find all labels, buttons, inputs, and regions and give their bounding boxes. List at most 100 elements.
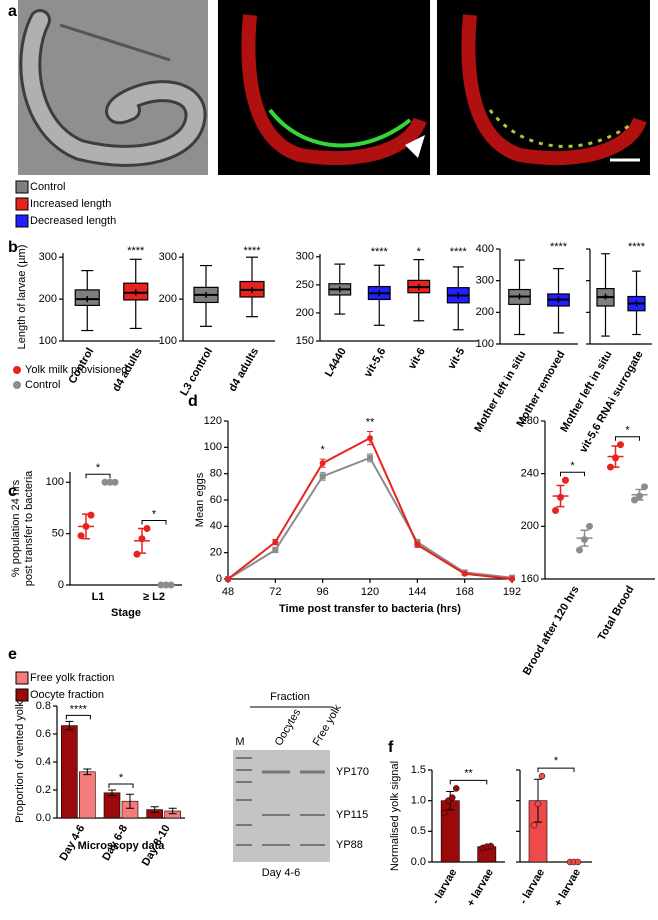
legend-marker <box>13 366 21 374</box>
mean-marker <box>336 286 343 293</box>
x-tick-label: vit-5 <box>446 346 468 372</box>
panel-label: e <box>8 646 17 663</box>
gel-image <box>233 750 330 862</box>
y-tick-label: 0.4 <box>36 756 51 768</box>
panel-label: d <box>188 393 198 410</box>
x-tick-label: vit-6 <box>406 346 428 372</box>
point <box>143 525 151 532</box>
legend-label: Control <box>25 379 60 391</box>
y-tick-label: 20 <box>210 547 222 559</box>
x-tick-label: Total Brood <box>596 584 637 643</box>
y-tick-label: 0.8 <box>36 700 51 712</box>
bracket <box>85 473 111 479</box>
y-axis-label: % population 24 hrs <box>10 479 22 577</box>
mean-marker <box>203 291 209 298</box>
y-tick-label: 0 <box>58 579 64 591</box>
y-tick-label: 40 <box>210 520 222 532</box>
mean-marker <box>555 296 562 303</box>
marker <box>272 547 279 554</box>
point <box>87 511 95 519</box>
point <box>641 483 648 491</box>
error-bar <box>635 488 644 501</box>
x-tick-label: 192 <box>503 586 521 598</box>
error-bar <box>556 484 565 508</box>
point <box>574 858 582 866</box>
error-bar <box>150 806 159 813</box>
mean-marker <box>132 289 139 296</box>
x-tick-label: vit-5,6 RNAi surrogate <box>577 349 645 455</box>
mean-marker <box>376 290 383 297</box>
error-bar <box>168 807 177 815</box>
bracket <box>108 783 134 788</box>
point <box>449 794 456 801</box>
significance: **** <box>127 245 145 257</box>
point <box>534 800 542 807</box>
y-tick-label: 250 <box>296 279 314 291</box>
y-tick-label: 200 <box>521 520 539 532</box>
significance: * <box>625 425 630 437</box>
point <box>487 842 494 850</box>
x-tick-label: - larvae <box>517 867 547 906</box>
worm-body <box>22 12 204 164</box>
error-bar <box>580 529 589 547</box>
x-tick-label: 48 <box>222 586 234 598</box>
worm-red <box>461 14 647 166</box>
error-bar <box>65 720 74 731</box>
bracket <box>537 767 575 773</box>
significance: **** <box>243 245 261 257</box>
y-tick-label: 300 <box>476 275 494 287</box>
marker <box>225 576 231 582</box>
y-axis-label: Mean eggs <box>194 472 206 527</box>
point <box>576 546 583 554</box>
yolk-green <box>268 108 412 148</box>
band-label: YP88 <box>336 839 363 851</box>
y-tick-label: 300 <box>296 251 314 263</box>
significance: * <box>119 772 124 784</box>
marker <box>461 570 468 577</box>
x-axis-label: Time post transfer to bacteria (hrs) <box>279 603 461 615</box>
significance: * <box>570 460 575 472</box>
band-label: YP115 <box>336 809 368 821</box>
point <box>441 809 448 817</box>
significance: **** <box>628 241 646 253</box>
error-bar <box>83 768 92 776</box>
marker <box>319 473 326 480</box>
point <box>607 463 614 471</box>
y-tick-label: 0.2 <box>36 784 51 796</box>
marker <box>509 576 515 582</box>
x-tick-label: L3 control <box>178 346 215 398</box>
gel: Fraction M Oocytes Free yolk YP170 YP115… <box>233 691 369 879</box>
x-tick-label: 144 <box>408 586 426 598</box>
legend-label: Free yolk fraction <box>30 672 114 684</box>
significance: * <box>321 444 326 456</box>
legend-swatch <box>15 180 29 194</box>
significance: **** <box>450 246 468 258</box>
lane-label: Oocytes <box>273 707 304 748</box>
y-tick-label: 100 <box>204 441 222 453</box>
mean-marker <box>249 286 255 293</box>
significance: **** <box>70 703 88 715</box>
marker <box>319 460 326 467</box>
y-tick-label: 60 <box>210 494 222 506</box>
panel-label: b <box>8 239 18 256</box>
point <box>631 496 638 504</box>
y-tick-label: 1.0 <box>411 795 426 807</box>
yolk-yellow <box>488 109 631 148</box>
gel-header: Fraction <box>270 691 310 703</box>
error-bar <box>82 513 90 540</box>
worm-tail <box>59 23 171 62</box>
bracket <box>615 436 640 441</box>
point <box>617 441 624 449</box>
line <box>227 456 513 580</box>
y-tick-label: 150 <box>296 335 314 347</box>
y-tick-label: 100 <box>46 476 64 488</box>
y-tick-label: 200 <box>159 293 177 305</box>
worm-red <box>241 14 427 166</box>
significance: ** <box>366 416 375 428</box>
significance: **** <box>371 246 389 258</box>
significance: **** <box>550 241 568 253</box>
lane-label: Free yolk <box>311 702 344 748</box>
marker <box>367 435 373 442</box>
significance: * <box>96 462 101 474</box>
